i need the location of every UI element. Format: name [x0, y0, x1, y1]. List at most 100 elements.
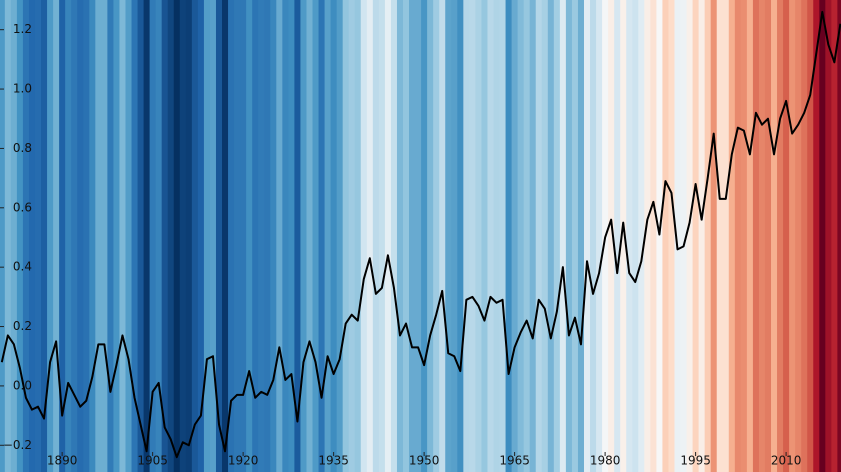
stripe: [499, 0, 507, 472]
stripe: [300, 0, 307, 472]
stripe: [445, 0, 452, 472]
stripe: [258, 0, 265, 472]
stripe: [372, 0, 380, 472]
stripe: [396, 0, 404, 472]
stripe: [565, 0, 573, 472]
stripe: [16, 0, 24, 472]
stripe: [722, 0, 730, 472]
stripe: [270, 0, 277, 472]
stripe: [215, 0, 223, 472]
x-tick-label: 1950: [409, 454, 440, 468]
stripe: [197, 0, 205, 472]
stripe: [421, 0, 428, 472]
stripe: [644, 0, 651, 472]
stripe: [228, 0, 235, 472]
x-tick-label: 1965: [499, 454, 530, 468]
stripe: [801, 0, 808, 472]
stripe: [746, 0, 754, 472]
stripe: [34, 0, 42, 472]
stripe: [276, 0, 283, 472]
stripe: [366, 0, 374, 472]
stripe: [191, 0, 199, 472]
stripe: [10, 0, 18, 472]
stripe: [59, 0, 66, 472]
stripe: [807, 0, 814, 472]
stripe: [22, 0, 30, 472]
stripe: [734, 0, 742, 472]
stripe: [222, 0, 229, 472]
stripe: [620, 0, 627, 472]
stripe: [783, 0, 790, 472]
stripe: [469, 0, 476, 472]
stripe: [306, 0, 314, 472]
stripe: [463, 0, 470, 472]
stripe: [378, 0, 386, 472]
stripe: [324, 0, 332, 472]
stripe: [686, 0, 694, 472]
stripe: [632, 0, 639, 472]
stripe: [662, 0, 669, 472]
stripe: [692, 0, 700, 472]
stripe: [614, 0, 621, 472]
stripe: [203, 0, 211, 472]
y-tick-label: 0.8: [13, 141, 32, 155]
stripe: [336, 0, 344, 472]
stripe: [475, 0, 482, 472]
stripe: [608, 0, 615, 472]
stripe: [716, 0, 724, 472]
stripe: [113, 0, 120, 472]
stripe: [758, 0, 766, 472]
stripe: [342, 0, 350, 472]
stripe: [179, 0, 187, 472]
temperature-line: [0, 10, 841, 459]
stripe: [451, 0, 458, 472]
stripe: [312, 0, 320, 472]
stripe: [795, 0, 802, 472]
x-tick-label: 1905: [137, 454, 168, 468]
stripe: [433, 0, 440, 472]
stripe: [481, 0, 488, 472]
stripe: [95, 0, 102, 472]
stripe: [131, 0, 139, 472]
stripe: [71, 0, 78, 472]
stripe: [439, 0, 446, 472]
stripe: [771, 0, 778, 472]
stripe: [668, 0, 675, 472]
y-tick-label: 0.6: [13, 200, 32, 214]
stripe: [149, 0, 157, 472]
stripe: [596, 0, 603, 472]
stripe: [83, 0, 90, 472]
stripe: [553, 0, 561, 472]
stripe: [571, 0, 579, 472]
stripe: [28, 0, 36, 472]
stripe: [529, 0, 537, 472]
x-tick-label: 1935: [318, 454, 349, 468]
stripe: [4, 0, 12, 472]
stripe: [837, 0, 841, 472]
stripe: [523, 0, 531, 472]
stripe: [493, 0, 501, 472]
stripe: [710, 0, 718, 472]
stripe: [752, 0, 760, 472]
stripe: [728, 0, 736, 472]
stripe: [415, 0, 422, 472]
stripe: [143, 0, 151, 472]
stripe: [559, 0, 567, 472]
stripe: [505, 0, 513, 472]
stripe: [161, 0, 169, 472]
stripe: [487, 0, 494, 472]
x-tick-label: 1890: [47, 454, 78, 468]
stripe: [457, 0, 464, 472]
stripe: [282, 0, 289, 472]
stripe: [246, 0, 253, 472]
stripe: [65, 0, 72, 472]
stripe: [777, 0, 784, 472]
stripe: [740, 0, 748, 472]
stripe: [137, 0, 145, 472]
stripe: [535, 0, 543, 472]
stripe: [789, 0, 796, 472]
stripe: [577, 0, 585, 472]
stripe: [318, 0, 326, 472]
stripe: [764, 0, 772, 472]
